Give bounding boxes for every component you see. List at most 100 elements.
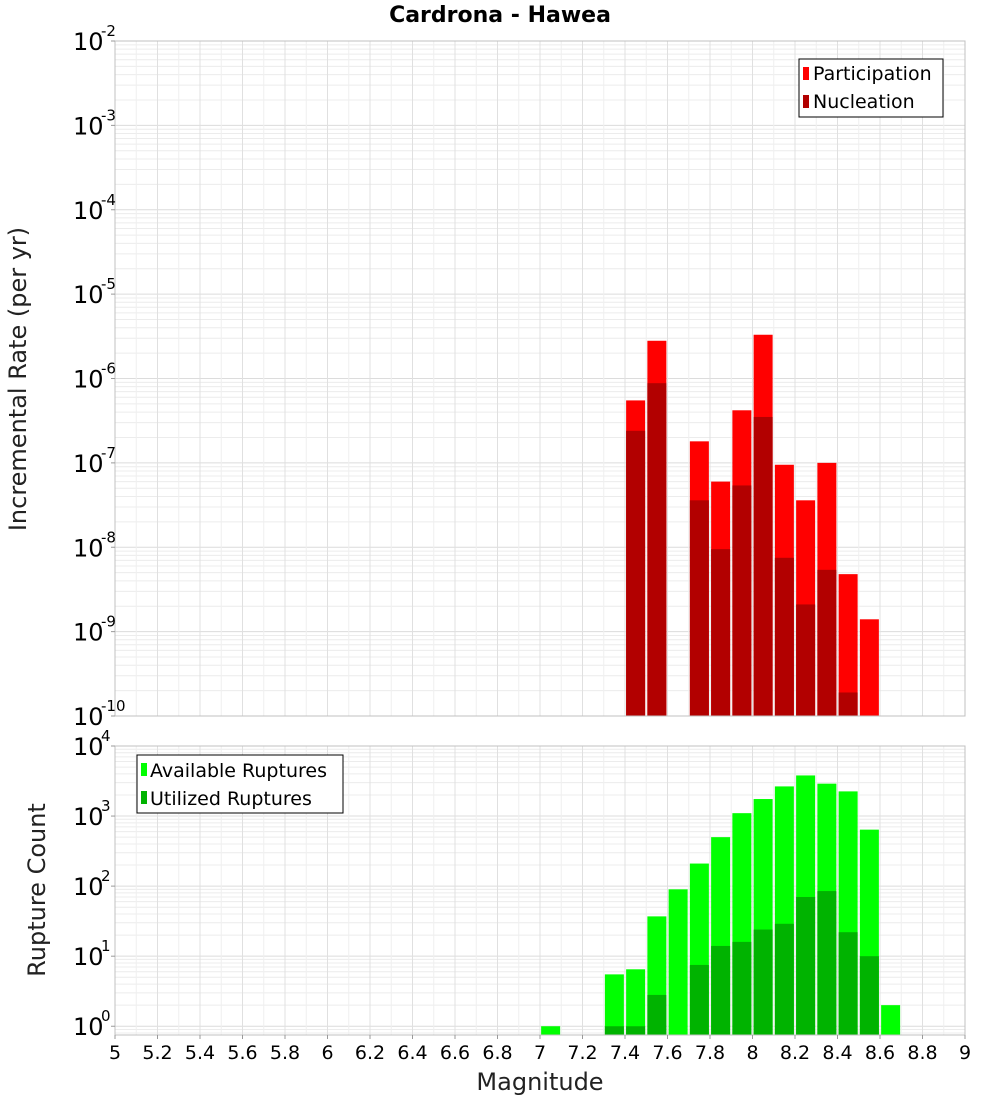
- bar-participation: [859, 619, 879, 716]
- y-tick-exponent: -8: [101, 528, 116, 546]
- x-tick-label: 7.8: [695, 1042, 725, 1064]
- bar-nucleation: [753, 416, 773, 716]
- legend-label-utilized-ruptures: Utilized Ruptures: [150, 788, 312, 810]
- y-tick-exponent: 3: [101, 797, 111, 815]
- y-tick-label: 102: [73, 867, 115, 901]
- x-tick-label: 6.8: [482, 1042, 512, 1064]
- legend-swatch-participation: [803, 67, 809, 80]
- x-tick-label: 8.2: [780, 1042, 810, 1064]
- chart-title: Cardrona - Hawea: [389, 3, 611, 28]
- y-tick-label: 10-2: [73, 22, 116, 56]
- bottom-y-axis-label: Rupture Count: [23, 803, 51, 977]
- y-tick-exponent: 1: [101, 937, 111, 955]
- bar-available-ruptures: [626, 969, 646, 1035]
- bar-available-ruptures: [541, 1026, 561, 1035]
- bar-nucleation: [838, 692, 858, 716]
- y-tick-base: 10: [73, 803, 104, 831]
- x-tick-label: 6: [321, 1042, 333, 1064]
- x-tick-label: 5.6: [227, 1042, 257, 1064]
- bottom-legend-box: [136, 754, 344, 814]
- top-legend: Participation Nucleation: [798, 58, 944, 118]
- legend-swatch-nucleation: [803, 95, 809, 108]
- x-tick-label: 5.4: [185, 1042, 215, 1064]
- bar-nucleation: [689, 500, 709, 716]
- bottom-legend: Available Ruptures Utilized Ruptures: [136, 754, 344, 814]
- bar-utilized-ruptures: [859, 956, 879, 1035]
- bar-participation: [838, 574, 858, 716]
- x-tick-label: 9: [959, 1042, 971, 1064]
- x-tick-label: 8.6: [865, 1042, 895, 1064]
- x-axis-label: Magnitude: [476, 1068, 603, 1096]
- x-tick-label: 6.6: [440, 1042, 470, 1064]
- legend-label-available-ruptures: Available Ruptures: [150, 760, 327, 782]
- bar-nucleation: [817, 569, 837, 716]
- bar-nucleation: [626, 430, 646, 716]
- y-tick-label: 104: [73, 727, 115, 761]
- x-tick-label: 8.4: [822, 1042, 852, 1064]
- y-tick-exponent: -3: [101, 106, 116, 124]
- bar-nucleation: [774, 557, 794, 716]
- bar-nucleation: [711, 549, 731, 716]
- bar-utilized-ruptures: [796, 896, 816, 1035]
- x-tick-label: 7: [534, 1042, 546, 1064]
- y-tick-exponent: -4: [101, 191, 116, 209]
- bar-utilized-ruptures: [817, 891, 837, 1035]
- legend-label-participation: Participation: [813, 63, 932, 85]
- top-panel-grid: [114, 41, 966, 717]
- bar-available-ruptures: [668, 889, 688, 1035]
- y-tick-label: 10-8: [73, 528, 116, 562]
- bar-utilized-ruptures: [711, 945, 731, 1035]
- y-tick-base: 10: [73, 619, 104, 647]
- y-tick-base: 10: [73, 450, 104, 478]
- y-tick-label: 10-10: [73, 697, 126, 731]
- bar-utilized-ruptures: [626, 1026, 646, 1035]
- y-tick-exponent: -5: [101, 275, 116, 293]
- y-tick-label: 10-9: [73, 613, 116, 647]
- y-tick-base: 10: [73, 197, 104, 225]
- bar-nucleation: [796, 604, 816, 716]
- y-tick-base: 10: [73, 112, 104, 140]
- y-tick-exponent: -6: [101, 360, 116, 378]
- y-tick-base: 10: [73, 943, 104, 971]
- x-tick-label: 5: [109, 1042, 121, 1064]
- bar-utilized-ruptures: [732, 941, 752, 1035]
- y-tick-label: 10-7: [73, 444, 116, 478]
- bar-available-ruptures: [604, 974, 624, 1035]
- legend-swatch-utilized-ruptures: [141, 791, 147, 804]
- top-legend-box: [798, 58, 944, 118]
- y-tick-base: 10: [73, 703, 104, 731]
- bottom-panel-bars: [541, 775, 901, 1035]
- x-tick-label: 6.4: [397, 1042, 427, 1064]
- x-tick-label: 5.8: [270, 1042, 300, 1064]
- bar-utilized-ruptures: [689, 964, 709, 1035]
- x-tick-label: 8.8: [907, 1042, 937, 1064]
- y-tick-exponent: -9: [101, 613, 116, 631]
- y-tick-label: 101: [73, 937, 115, 971]
- y-tick-base: 10: [73, 28, 104, 56]
- y-tick-base: 10: [73, 733, 104, 761]
- bar-utilized-ruptures: [838, 932, 858, 1035]
- x-tick-label: 7.6: [652, 1042, 682, 1064]
- y-tick-exponent: -2: [101, 22, 116, 40]
- y-tick-base: 10: [73, 281, 104, 309]
- y-tick-label: 10-3: [73, 106, 116, 140]
- y-tick-exponent: 4: [101, 727, 111, 745]
- y-tick-exponent: 0: [101, 1007, 111, 1025]
- y-tick-label: 10-4: [73, 191, 116, 225]
- x-tick-label: 7.4: [610, 1042, 640, 1064]
- bar-nucleation: [732, 485, 752, 716]
- y-tick-exponent: -7: [101, 444, 116, 462]
- y-tick-exponent: -10: [101, 697, 126, 715]
- y-tick-label: 103: [73, 797, 115, 831]
- y-tick-exponent: 2: [101, 867, 111, 885]
- y-tick-base: 10: [73, 534, 104, 562]
- legend-label-nucleation: Nucleation: [813, 91, 915, 113]
- y-tick-base: 10: [73, 366, 104, 394]
- y-tick-base: 10: [73, 873, 104, 901]
- bar-available-ruptures: [881, 1005, 901, 1035]
- bar-utilized-ruptures: [647, 994, 667, 1035]
- y-tick-label: 100: [73, 1007, 115, 1041]
